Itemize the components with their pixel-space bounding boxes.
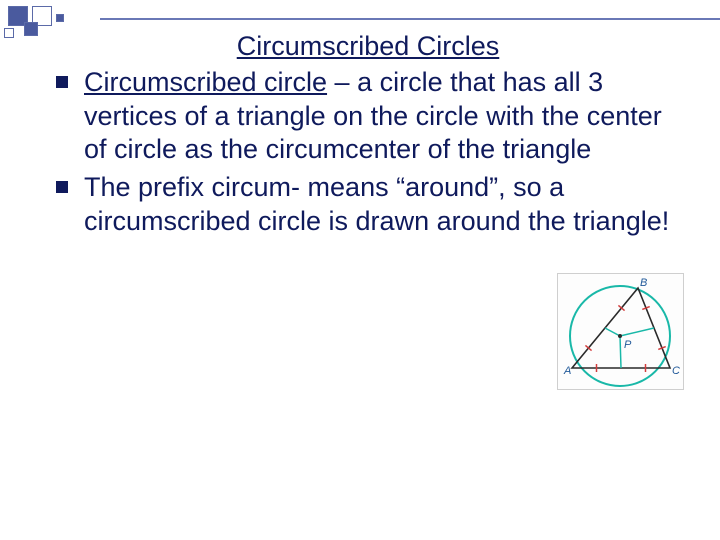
svg-text:C: C	[672, 365, 680, 377]
list-item: Circumscribed circle – a circle that has…	[56, 66, 680, 167]
slide-content: Circumscribed Circles Circumscribed circ…	[56, 30, 680, 243]
list-item: The prefix circum- means “around”, so a …	[56, 171, 680, 239]
square-bullet-icon	[56, 76, 68, 88]
defined-term: Circumscribed circle	[84, 67, 327, 97]
svg-text:B: B	[640, 277, 647, 289]
slide-title: Circumscribed Circles	[56, 30, 680, 64]
bullet-text: The prefix circum- means “around”, so a …	[84, 172, 669, 236]
header-rule	[100, 18, 720, 20]
square-bullet-icon	[56, 181, 68, 193]
bullet-list: Circumscribed circle – a circle that has…	[56, 66, 680, 239]
circumscribed-circle-diagram: A B C P	[557, 273, 684, 390]
decoration-square	[4, 28, 14, 38]
svg-text:A: A	[563, 365, 571, 377]
decoration-square	[24, 22, 38, 36]
decoration-square	[56, 14, 64, 22]
svg-text:P: P	[624, 339, 632, 351]
